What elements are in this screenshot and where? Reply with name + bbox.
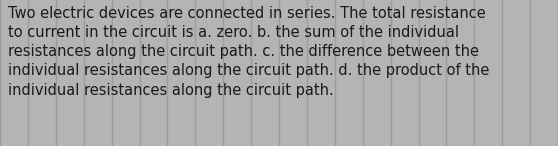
Text: Two electric devices are connected in series. The total resistance
to current in: Two electric devices are connected in se… xyxy=(8,6,489,98)
